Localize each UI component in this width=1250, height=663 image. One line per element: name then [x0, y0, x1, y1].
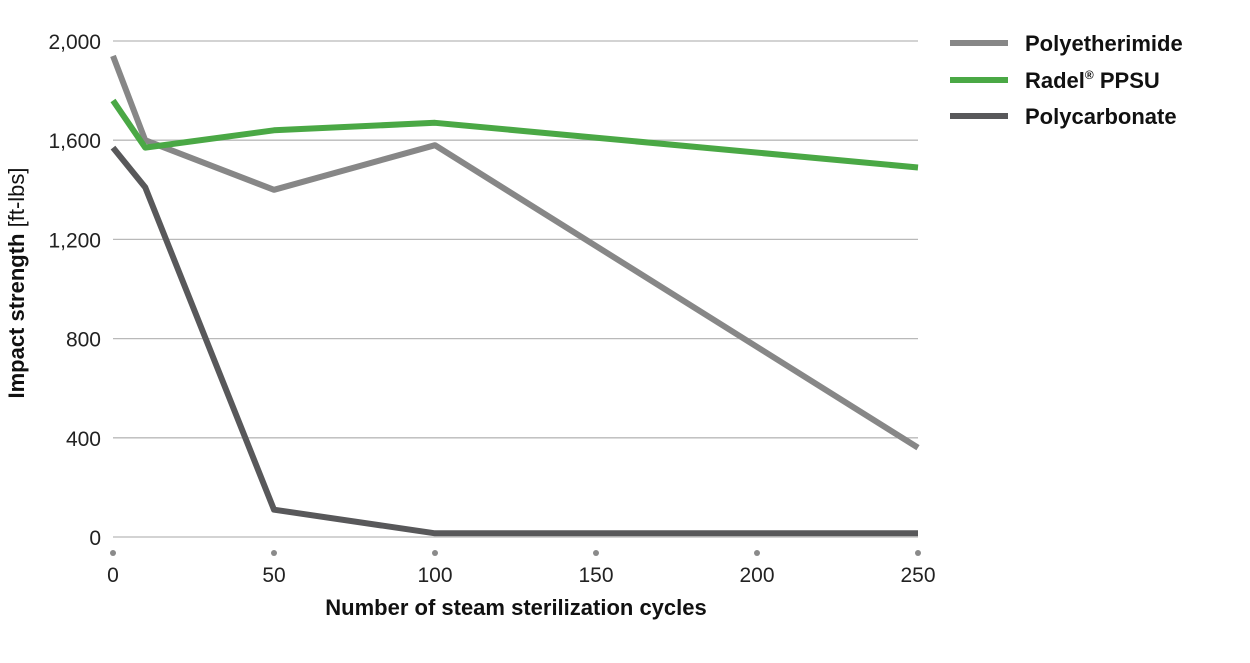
y-axis-title: Impact strength [ft-lbs]: [4, 167, 29, 398]
y-tick-label: 2,000: [48, 31, 101, 54]
x-tick-label: 0: [107, 564, 119, 587]
y-axis-unit: [ft-lbs]: [4, 167, 29, 227]
legend-item-polycarbonate: Polycarbonate: [950, 104, 1177, 129]
legend-label-polyetherimide: Polyetherimide: [1025, 31, 1183, 56]
y-axis-ticks: 0 400 800 1,200 1,600 2,000: [48, 31, 101, 550]
x-tick-mark: [754, 550, 760, 556]
y-tick-label: 0: [89, 527, 101, 550]
legend-label-radel-ppsu: Radel® PPSU: [1025, 68, 1160, 93]
x-axis-ticks: 0 50 100 150 200 250: [107, 550, 936, 587]
series-line-radel-ppsu: [110, 98, 919, 171]
x-axis-title: Number of steam sterilization cycles: [325, 595, 706, 620]
x-tick-mark: [110, 550, 116, 556]
x-tick-label: 100: [417, 564, 452, 587]
x-tick-label: 150: [578, 564, 613, 587]
legend-label-radel: Radel: [1025, 68, 1085, 93]
x-tick-label: 200: [739, 564, 774, 587]
x-tick-mark: [432, 550, 438, 556]
y-tick-label: 400: [66, 428, 101, 451]
y-tick-label: 1,600: [48, 130, 101, 153]
x-tick-mark: [271, 550, 277, 556]
y-tick-label: 1,200: [48, 229, 101, 252]
legend-label-polycarbonate: Polycarbonate: [1025, 104, 1177, 129]
x-tick-mark: [593, 550, 599, 556]
y-axis-title-text: Impact strength: [4, 234, 29, 399]
legend-item-polyetherimide: Polyetherimide: [950, 31, 1183, 56]
y-tick-label: 800: [66, 329, 101, 352]
x-tick-label: 250: [900, 564, 935, 587]
series-line-polyetherimide: [110, 54, 920, 451]
gridlines: [113, 40, 918, 538]
legend: Polyetherimide Radel® PPSU Polycarbonate: [950, 31, 1183, 129]
registered-mark: ®: [1085, 68, 1094, 82]
series-lines: [110, 54, 920, 537]
series-line-polycarbonate: [110, 145, 918, 537]
x-tick-mark: [915, 550, 921, 556]
x-tick-label: 50: [262, 564, 285, 587]
legend-label-ppsu: PPSU: [1094, 68, 1160, 93]
legend-item-radel-ppsu: Radel® PPSU: [950, 68, 1160, 93]
